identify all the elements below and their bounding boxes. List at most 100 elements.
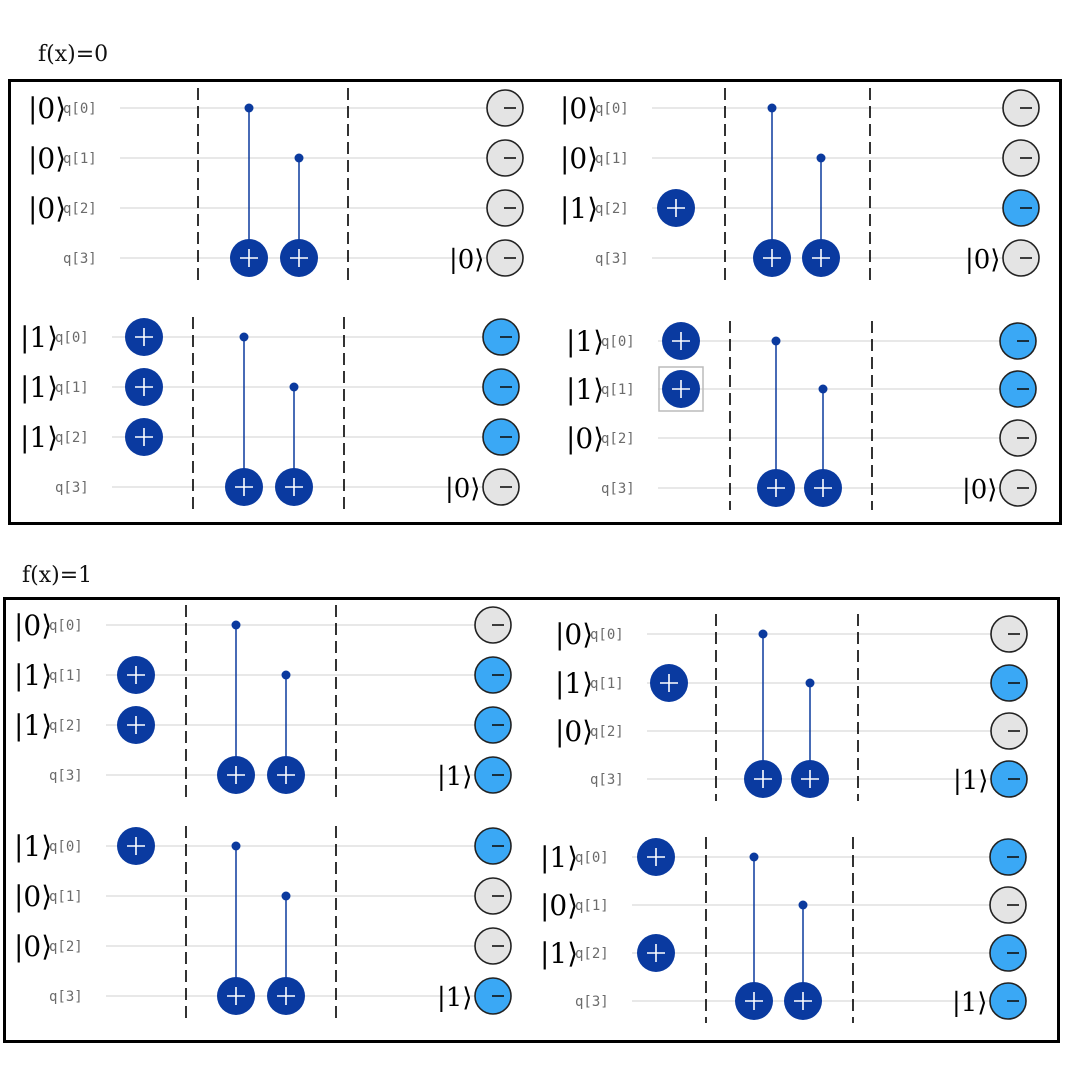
- circuit-s0-c2-qubit-label-q0: q[0]: [55, 330, 89, 346]
- circuit-s0-c2-qubit-label-q2: q[2]: [55, 430, 89, 446]
- circuit-s0-c2-cnot-target-icon-q0: [225, 468, 263, 506]
- circuit-s0-c0-measurement-icon-q2: [486, 189, 524, 227]
- circuit-s0-c0-qubit-label-q0: q[0]: [63, 101, 97, 117]
- circuit-s0-c0-qubit-label-q3: q[3]: [63, 251, 97, 267]
- circuit-s0-c2-measurement-icon-q1: [482, 368, 520, 406]
- circuit-s0-c1-measurement-icon-q1: [1002, 139, 1040, 177]
- circuit-s0-c0-qubit-label-q1: q[1]: [63, 151, 97, 167]
- circuit-s0-c1-cnot-target-icon-q0: [753, 239, 791, 277]
- circuit-s1-c2-qubit-label-q2: q[2]: [49, 939, 83, 955]
- circuit-s0-c0-measurement-icon-q3: [486, 239, 524, 277]
- circuit-s0-c3-x-gate-q0: [662, 322, 700, 360]
- circuit-s0-c0-cnot-target-icon-q1: [280, 239, 318, 277]
- circuit-s0-c1-cnot-target-icon-q1: [802, 239, 840, 277]
- circuit-s1-c3: |1⟩q[0]|0⟩q[1]|1⟩q[2]q[3] |1⟩: [540, 837, 1027, 1023]
- circuit-s1-c3-qubit-label-q3: q[3]: [575, 994, 609, 1010]
- circuit-s0-c1-qubit-label-q3: q[3]: [595, 251, 629, 267]
- circuit-s1-c1-cnot-target-icon-q1: [791, 760, 829, 798]
- circuit-s0-c2-x-gate-q1: [125, 368, 163, 406]
- circuit-s1-c2-qubit-label-q0: q[0]: [49, 839, 83, 855]
- circuit-s1-c2-input-ket-q1: |0⟩: [14, 880, 52, 913]
- circuit-s1-c3-input-ket-q1: |0⟩: [540, 889, 578, 922]
- circuit-s0-c3-input-ket-q0: |1⟩: [566, 325, 604, 358]
- circuit-s0-c1-qubit-label-q2: q[2]: [595, 201, 629, 217]
- circuit-s1-c2-x-gate-q0: [117, 827, 155, 865]
- circuit-s1-c1-measurement-icon-q2: [990, 712, 1028, 750]
- circuit-s0-c1-qubit-label-q0: q[0]: [595, 101, 629, 117]
- circuit-s0-c3-cnot-target-icon-q1: [804, 469, 842, 507]
- circuit-s0-c3-input-ket-q1: |1⟩: [566, 373, 604, 406]
- circuit-s1-c0-input-ket-q0: |0⟩: [14, 609, 52, 642]
- circuit-s0-c2-x-gate-q0: [125, 318, 163, 356]
- circuit-s1-c1-ancilla-ket: |1⟩: [953, 766, 988, 796]
- circuit-s0-c1-control-dot-icon-q1: [816, 153, 826, 163]
- circuit-s1-c3-qubit-label-q2: q[2]: [575, 946, 609, 962]
- circuit-s1-c2-measurement-icon-q0: [474, 827, 512, 865]
- circuit-s1-c1-input-ket-q2: |0⟩: [555, 715, 593, 748]
- circuit-s1-c3-measurement-icon-q2: [989, 934, 1027, 972]
- circuit-s0-c1-input-ket-q1: |0⟩: [560, 142, 598, 175]
- circuit-s0-c2-x-gate-q2: [125, 418, 163, 456]
- circuit-s0-c1: |0⟩q[0]|0⟩q[1]|1⟩q[2]q[3] |0⟩: [560, 88, 1040, 280]
- circuit-s0-c2: |1⟩q[0]|1⟩q[1]|1⟩q[2]q[3] |0⟩: [20, 317, 520, 509]
- circuit-s1-c0-measurement-icon-q2: [474, 706, 512, 744]
- section-title-f1: f(x)=1: [22, 563, 93, 588]
- circuit-s1-c1-qubit-label-q0: q[0]: [590, 627, 624, 643]
- circuit-s0-c0-measurement-icon-q1: [486, 139, 524, 177]
- circuit-s0-c3-ancilla-ket: |0⟩: [962, 475, 997, 505]
- circuit-s1-c0-x-gate-q2: [117, 706, 155, 744]
- circuit-s0-c2-control-dot-icon-q0: [239, 332, 249, 342]
- circuit-s1-c2-measurement-icon-q1: [474, 877, 512, 915]
- circuit-s1-c0-input-ket-q2: |1⟩: [14, 709, 52, 742]
- circuit-s0-c3-x-gate-q1[interactable]: [662, 370, 700, 408]
- circuit-s1-c1: |0⟩q[0]|1⟩q[1]|0⟩q[2]q[3] |1⟩: [555, 614, 1028, 801]
- circuit-s1-c3-x-gate-q2: [637, 934, 675, 972]
- circuit-s0-c3: |1⟩q[0]|1⟩q[1]|0⟩q[2]q[3] |0⟩: [566, 321, 1037, 510]
- circuit-s0-c0-cnot-target-icon-q0: [230, 239, 268, 277]
- circuit-s1-c0-measurement-icon-q3: [474, 756, 512, 794]
- circuit-s1-c0-qubit-label-q2: q[2]: [49, 718, 83, 734]
- circuit-s1-c3-qubit-label-q1: q[1]: [575, 898, 609, 914]
- circuit-s1-c1-control-dot-icon-q0: [758, 629, 768, 639]
- circuit-s1-c0: |0⟩q[0]|1⟩q[1]|1⟩q[2]q[3] |1⟩: [14, 605, 512, 797]
- circuit-s0-c2-input-ket-q1: |1⟩: [20, 371, 58, 404]
- circuit-s1-c0-qubit-label-q3: q[3]: [49, 768, 83, 784]
- circuit-s1-c3-qubit-label-q0: q[0]: [575, 850, 609, 866]
- circuit-s0-c1-x-gate-q2: [657, 189, 695, 227]
- circuit-s1-c3-measurement-icon-q0: [989, 838, 1027, 876]
- circuit-s1-c2-qubit-label-q1: q[1]: [49, 889, 83, 905]
- circuit-s0-c2-cnot-target-icon-q1: [275, 468, 313, 506]
- circuit-s1-c1-measurement-icon-q1: [990, 664, 1028, 702]
- circuit-s0-c3-measurement-icon-q0: [999, 322, 1037, 360]
- circuit-s1-c0-x-gate-q1: [117, 656, 155, 694]
- circuit-s0-c2-measurement-icon-q0: [482, 318, 520, 356]
- circuit-s1-c3-cnot-target-icon-q0: [735, 982, 773, 1020]
- circuit-s1-c1-measurement-icon-q0: [990, 615, 1028, 653]
- circuit-s0-c2-qubit-label-q3: q[3]: [55, 480, 89, 496]
- circuit-s0-c3-control-dot-icon-q0: [771, 336, 781, 346]
- circuit-s1-c1-qubit-label-q1: q[1]: [590, 676, 624, 692]
- circuit-s1-c0-cnot-target-icon-q0: [217, 756, 255, 794]
- circuit-s1-c2-measurement-icon-q3: [474, 977, 512, 1015]
- circuit-s0-c1-control-dot-icon-q0: [767, 103, 777, 113]
- circuit-s0-c2-control-dot-icon-q1: [289, 382, 299, 392]
- circuit-s1-c1-control-dot-icon-q1: [805, 678, 815, 688]
- circuit-s0-c2-qubit-label-q1: q[1]: [55, 380, 89, 396]
- circuit-s0-c3-input-ket-q2: |0⟩: [566, 422, 604, 455]
- circuit-s1-c1-measurement-icon-q3: [990, 760, 1028, 798]
- circuit-s1-c0-control-dot-icon-q1: [281, 670, 291, 680]
- circuit-s1-c2-input-ket-q0: |1⟩: [14, 830, 52, 863]
- circuit-s0-c1-measurement-icon-q0: [1002, 89, 1040, 127]
- circuit-s0-c0-input-ket-q0: |0⟩: [28, 92, 66, 125]
- circuit-s0-c0-input-ket-q1: |0⟩: [28, 142, 66, 175]
- circuit-s1-c1-input-ket-q0: |0⟩: [555, 618, 593, 651]
- circuit-s0-c2-input-ket-q2: |1⟩: [20, 421, 58, 454]
- circuit-s0-c3-measurement-icon-q1: [999, 370, 1037, 408]
- circuit-s1-c1-x-gate-q1: [650, 664, 688, 702]
- circuit-s0-c0: |0⟩q[0]|0⟩q[1]|0⟩q[2]q[3] |0⟩: [28, 88, 524, 280]
- section-title-f0: f(x)=0: [38, 42, 109, 67]
- circuit-s0-c3-measurement-icon-q2: [999, 419, 1037, 457]
- circuit-s1-c0-ancilla-ket: |1⟩: [437, 762, 472, 792]
- circuit-s0-c1-ancilla-ket: |0⟩: [965, 245, 1000, 275]
- circuit-s0-c1-input-ket-q0: |0⟩: [560, 92, 598, 125]
